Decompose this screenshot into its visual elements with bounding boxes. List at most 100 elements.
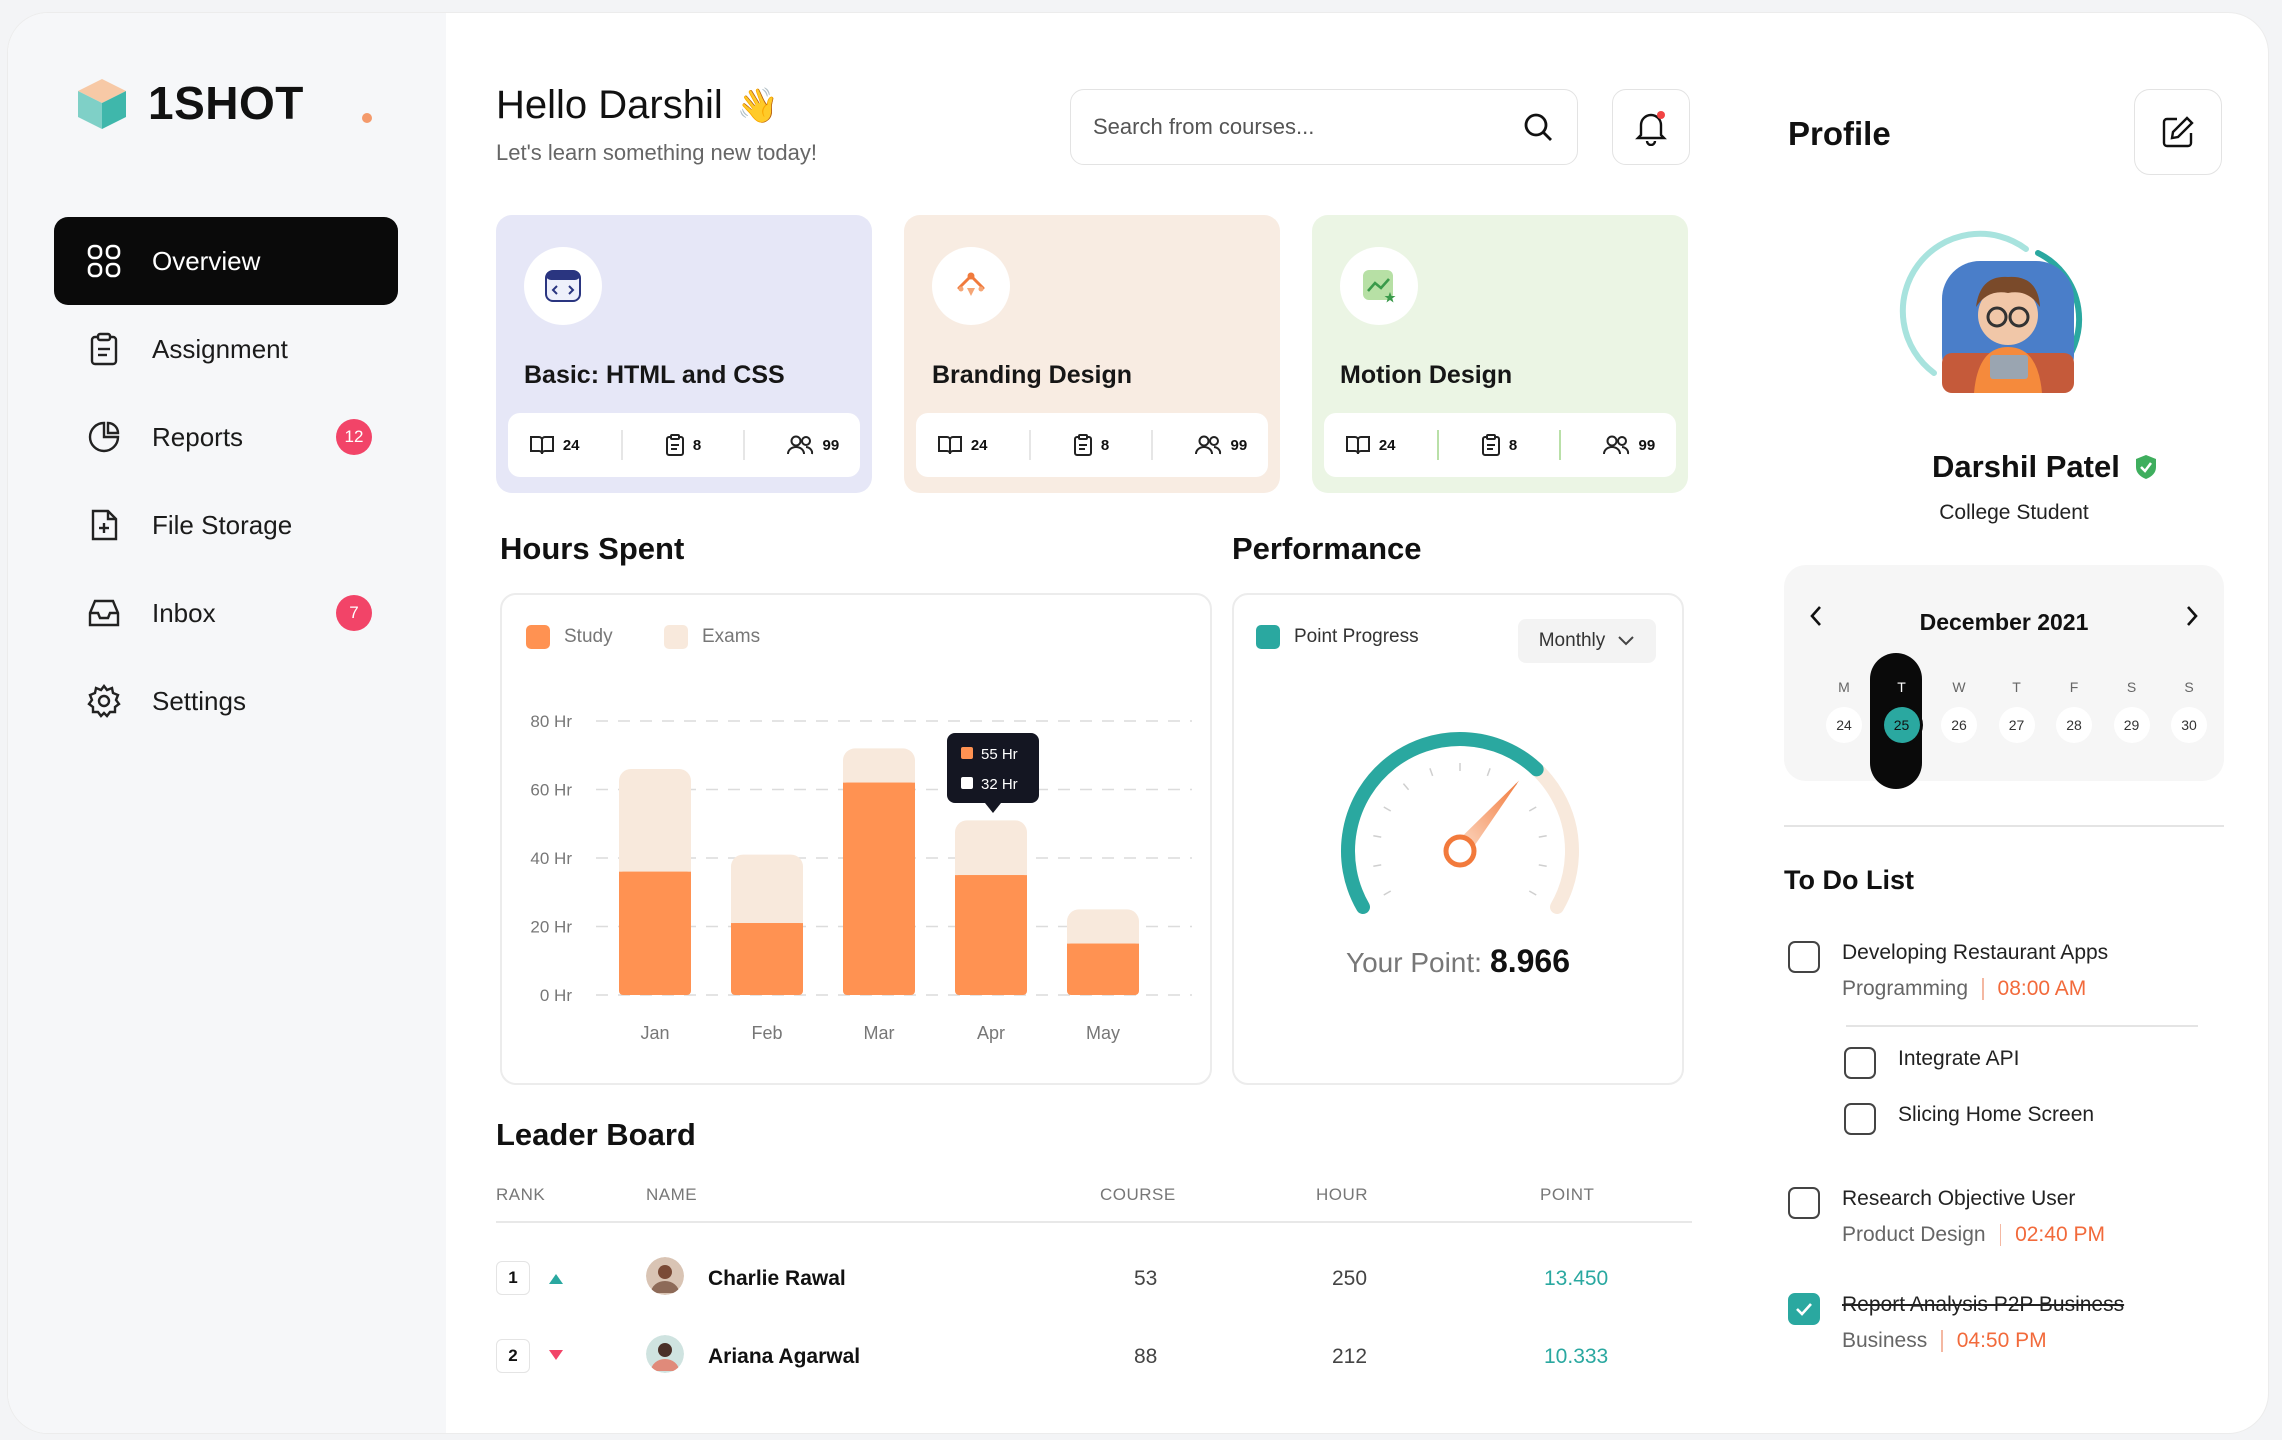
assignments-count: 8 bbox=[1100, 436, 1110, 454]
divider bbox=[1558, 430, 1561, 460]
todo-checkbox[interactable] bbox=[1844, 1047, 1876, 1079]
clipboard-icon bbox=[1073, 434, 1092, 456]
course-card-html-css[interactable]: Basic: HTML and CSS 24 8 99 bbox=[496, 215, 872, 493]
todo-category: Product Design bbox=[1842, 1223, 1986, 1246]
clipboard-icon bbox=[84, 329, 124, 369]
students-stat: 99 bbox=[786, 434, 839, 456]
sidebar-item-assignment[interactable]: Assignment bbox=[54, 305, 398, 393]
cube-logo-icon bbox=[78, 79, 126, 129]
table-row[interactable]: 2 Ariana Agarwal 88 212 10.333 bbox=[496, 1327, 1692, 1383]
calendar-date[interactable]: 26 bbox=[1939, 707, 1979, 743]
calendar-date[interactable]: 30 bbox=[2169, 707, 2209, 743]
calendar-weekday: T bbox=[2012, 679, 2021, 695]
gauge-tick bbox=[1538, 864, 1547, 868]
chevron-down-icon bbox=[1618, 636, 1634, 646]
calendar-weekday: S bbox=[2184, 679, 2194, 695]
todo-item[interactable]: Developing Restaurant Apps Programming 08… bbox=[1788, 941, 2108, 1001]
bar-study bbox=[731, 923, 803, 995]
hour-count: 212 bbox=[1332, 1345, 1368, 1368]
gauge-tick bbox=[1383, 806, 1392, 812]
sidebar-item-inbox[interactable]: Inbox 7 bbox=[54, 569, 398, 657]
hour-count: 250 bbox=[1332, 1267, 1368, 1290]
calendar-date-label: 27 bbox=[1998, 707, 2035, 743]
gauge-tick bbox=[1402, 783, 1410, 791]
course-card-motion[interactable]: Motion Design 24 8 99 bbox=[1312, 215, 1688, 493]
bar-study-cap bbox=[843, 782, 915, 793]
notification-button[interactable] bbox=[1612, 89, 1690, 165]
column-hour[interactable]: HOUR bbox=[1316, 1185, 1369, 1204]
students-count: 99 bbox=[1638, 436, 1656, 454]
logo[interactable]: 1SHOT bbox=[74, 75, 304, 131]
clipboard-icon bbox=[665, 434, 684, 456]
avatar bbox=[646, 1257, 684, 1295]
sidebar: 1SHOT Overview Assignment Reports bbox=[8, 13, 446, 1433]
todo-item[interactable]: Research Objective User Product Design 02… bbox=[1788, 1187, 2105, 1247]
sidebar-item-file-storage[interactable]: File Storage bbox=[54, 481, 398, 569]
course-card-branding[interactable]: Branding Design 24 8 99 bbox=[904, 215, 1280, 493]
calendar-date-label: 24 bbox=[1826, 707, 1862, 743]
rank-badge: 2 bbox=[496, 1339, 530, 1373]
book-icon bbox=[1345, 436, 1370, 455]
todo-name: Developing Restaurant Apps bbox=[1842, 941, 2109, 964]
search-icon[interactable] bbox=[1521, 110, 1555, 144]
wave-emoji: 👋 bbox=[736, 86, 780, 125]
divider bbox=[621, 430, 624, 460]
profile-name: Darshil Patel bbox=[1932, 449, 2158, 485]
todo-checkbox[interactable] bbox=[1788, 1293, 1820, 1325]
calendar-date[interactable]: 27 bbox=[1997, 707, 2037, 743]
column-rank[interactable]: RANK bbox=[496, 1185, 546, 1204]
todo-subitem[interactable]: Slicing Home Screen bbox=[1844, 1103, 2094, 1135]
calendar-date-label: 30 bbox=[2171, 707, 2207, 743]
search-input[interactable]: Search from courses... bbox=[1070, 89, 1578, 165]
calendar-date[interactable]: 24 bbox=[1824, 707, 1864, 743]
legend-study[interactable]: Study bbox=[526, 625, 613, 649]
calendar-date[interactable]: 25 bbox=[1882, 707, 1922, 743]
check-icon bbox=[1796, 1303, 1812, 1316]
divider bbox=[1150, 430, 1153, 460]
todo-checkbox[interactable] bbox=[1788, 1187, 1820, 1219]
todo-checkbox[interactable] bbox=[1788, 941, 1820, 973]
inbox-icon bbox=[84, 593, 124, 633]
todo-item[interactable]: Report Analysis P2P Business Business 04:… bbox=[1788, 1293, 2124, 1353]
course-title: Motion Design bbox=[1340, 361, 1513, 389]
todo-subitem[interactable]: Integrate API bbox=[1844, 1047, 2019, 1079]
trend-down-icon bbox=[549, 1350, 563, 1360]
sidebar-item-settings[interactable]: Settings bbox=[54, 657, 398, 745]
period-select[interactable]: Monthly bbox=[1518, 619, 1656, 663]
tooltip-exams-swatch bbox=[961, 777, 973, 789]
assignments-stat: 8 bbox=[1073, 433, 1109, 457]
lessons-count: 24 bbox=[562, 436, 580, 454]
column-course[interactable]: COURSE bbox=[1100, 1185, 1176, 1204]
column-name[interactable]: NAME bbox=[646, 1185, 698, 1204]
column-point[interactable]: POINT bbox=[1540, 1185, 1595, 1204]
divider bbox=[1029, 430, 1032, 460]
table-row[interactable]: 1 Charlie Rawal 53 250 13.450 bbox=[496, 1249, 1692, 1305]
todo-meta: Product Design 02:40 PM bbox=[1842, 1223, 2105, 1247]
legend-exams[interactable]: Exams bbox=[664, 625, 760, 649]
calendar-date[interactable]: 28 bbox=[2054, 707, 2094, 743]
y-tick-label: 80 Hr bbox=[530, 712, 572, 731]
chevron-right-icon bbox=[2187, 606, 2198, 626]
point-value: 13.450 bbox=[1544, 1267, 1609, 1290]
assignments-stat: 8 bbox=[1481, 433, 1517, 457]
point-label: Your Point: bbox=[1345, 947, 1482, 978]
profile-avatar[interactable] bbox=[1898, 223, 2118, 423]
gauge-tick bbox=[1528, 806, 1537, 812]
gauge-tick bbox=[1373, 864, 1382, 868]
sidebar-item-reports[interactable]: Reports 12 bbox=[54, 393, 398, 481]
todo-name: Research Objective User bbox=[1842, 1187, 2076, 1210]
assignments-count: 8 bbox=[692, 436, 702, 454]
profile-title: Profile bbox=[1788, 115, 1891, 152]
calendar-next-button[interactable] bbox=[2184, 603, 2200, 635]
sidebar-item-overview[interactable]: Overview bbox=[54, 217, 398, 305]
legend-point-progress: Point Progress bbox=[1256, 625, 1419, 649]
sidebar-item-label: Reports bbox=[152, 421, 244, 452]
edit-profile-button[interactable] bbox=[2134, 89, 2222, 175]
y-tick-label: 20 Hr bbox=[530, 918, 572, 937]
point-value: 8.966 bbox=[1489, 943, 1571, 979]
calendar-prev-button[interactable] bbox=[1808, 603, 1824, 635]
calendar-weekday: F bbox=[2069, 679, 2079, 695]
todo-checkbox[interactable] bbox=[1844, 1103, 1876, 1135]
legend-label: Point Progress bbox=[1294, 626, 1419, 647]
calendar-date[interactable]: 29 bbox=[2112, 707, 2152, 743]
